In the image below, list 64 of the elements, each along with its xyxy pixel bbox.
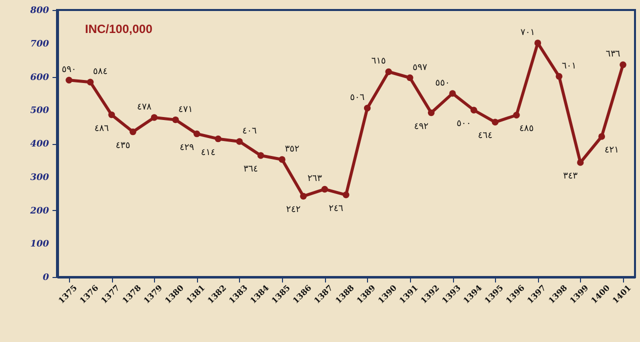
y-tick-label: 800 [29,6,50,16]
y-tick-label: 700 [30,39,50,50]
point [534,40,542,46]
y-tick-label: 0 [42,273,50,283]
point [513,112,520,118]
point [130,128,136,136]
point [428,109,435,116]
data-label: ٥٩٧ [412,62,428,73]
data-label: ٤٣٥ [116,140,130,151]
point [108,111,115,118]
point [598,133,606,140]
point [150,114,158,121]
data-label: ٤٨٦ [94,124,110,134]
point [577,159,584,166]
point [300,192,307,200]
point [278,156,286,163]
data-label: ٣٤٣ [563,172,578,182]
point [492,118,499,126]
data-label: ٥٠٦ [350,93,365,104]
data-label: ٤١٤ [200,148,216,158]
point [66,76,72,84]
y-tick-label: 200 [29,206,50,216]
data-label: ٤٧٨ [136,102,152,112]
data-label: ٢٤٢ [286,205,301,216]
data-label: ٤٩٢ [414,122,429,132]
point [385,68,392,76]
data-label: ٦٣٦ [606,50,620,60]
data-label: ٢٦٣ [307,174,322,184]
data-label: ٥٥٠ [435,78,450,88]
point [86,78,94,86]
data-label: ٦١٥ [371,56,386,67]
data-label: ٥٩٠ [62,65,76,76]
data-label: ٤٦٤ [478,131,493,142]
data-label: ٦٠١ [562,61,576,72]
data-label: ٣٥٢ [284,144,300,155]
point [620,61,626,68]
data-label: ٣٦٤ [244,164,258,175]
y-tick-label: 500 [30,106,50,116]
point [236,138,243,145]
point [214,135,222,142]
data-label: ٥٨٤ [93,67,108,78]
y-tick-label: 600 [30,72,50,83]
point [193,130,200,138]
data-label: ٤٢٩ [180,142,194,153]
point [470,106,478,114]
point [364,104,371,112]
point [406,74,414,82]
point [449,90,456,97]
data-label: ٤٠٦ [242,126,257,136]
data-label: ٤٢١ [604,145,619,156]
data-label: ٥٠٠ [456,119,472,130]
point [556,73,562,80]
data-label: ٤٨٥ [519,124,534,134]
data-label: ٢٤٦ [328,204,344,214]
point [321,186,328,193]
data-label: ٧٠١ [520,28,536,38]
point [257,152,264,159]
y-tick-label: 100 [30,240,50,250]
y-tick-label: 300 [30,172,50,183]
point [342,192,350,198]
y-tick-label: 400 [30,140,50,150]
data-label: ٤٧١ [178,104,193,115]
point [172,116,179,124]
text: INC/100,000 [85,22,153,36]
